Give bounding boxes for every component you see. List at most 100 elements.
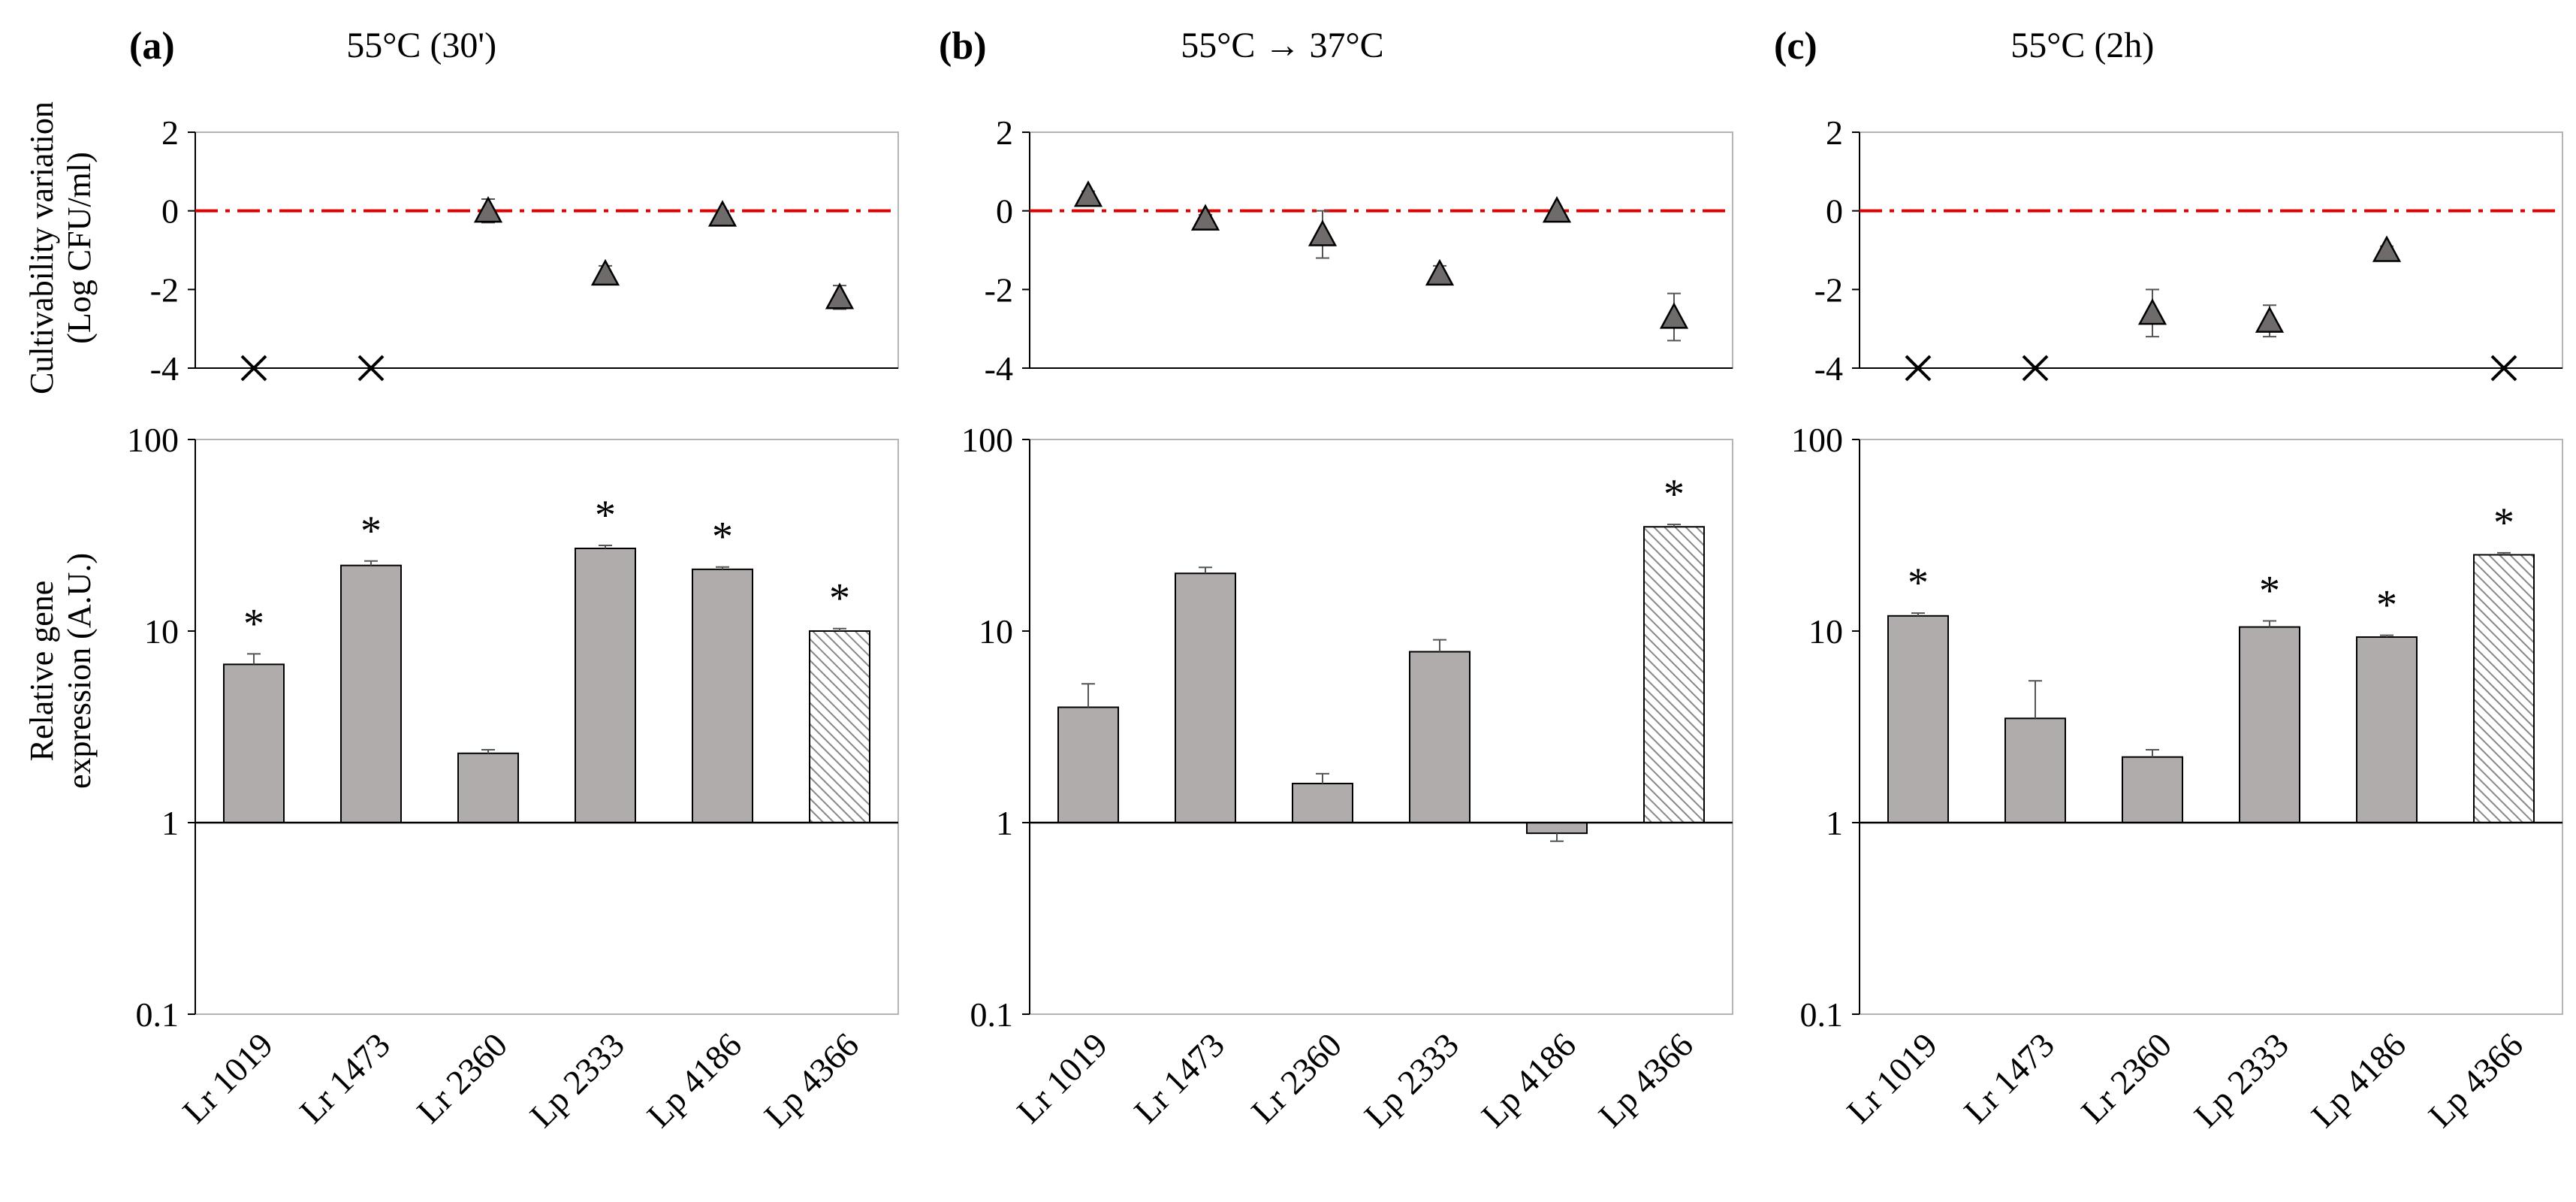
y-axis-title-bottom-line2: expression (A.U.)	[61, 553, 98, 789]
y-axis-title-top-line1: Cultivability variation	[23, 101, 60, 394]
bar	[1526, 822, 1588, 835]
x-tick-label: Lp 4366	[2421, 1025, 2530, 1134]
x-tick-label: Lr 2360	[2074, 1025, 2179, 1131]
bar-group: *	[1643, 471, 1705, 823]
data-point	[1190, 204, 1220, 231]
x-marker-stroke	[2490, 355, 2517, 382]
y-tick-label: 10	[979, 612, 1013, 651]
triangle-marker	[2255, 306, 2285, 333]
bar	[575, 548, 636, 824]
x-tick-label: Lp 2333	[1357, 1025, 1466, 1134]
cultivability-plot: 2 0 -2 -4	[985, 113, 1733, 388]
data-point	[1542, 196, 1572, 223]
bar	[692, 568, 753, 824]
bar-group: *	[340, 508, 402, 823]
y-tick-label: 100	[961, 421, 1013, 459]
triangle-marker	[1659, 302, 1689, 329]
data-point	[1659, 292, 1689, 342]
data-point	[707, 200, 738, 227]
expression-plot: 100 10 1 0.1 * * * * * Lr 1019 Lr 1473 Lr 2360 Lp 23…	[127, 421, 899, 1134]
data-point	[825, 282, 855, 310]
bar-group	[1409, 639, 1470, 823]
significance-star: *	[2259, 567, 2280, 614]
y-axis-title-top-line2: (Log CFU/ml)	[61, 152, 98, 343]
bar	[340, 564, 402, 823]
y-tick-label: 0	[996, 192, 1013, 231]
y-tick-label: -4	[1814, 349, 1843, 388]
data-point	[1073, 180, 1103, 207]
y-axis-title-top: Cultivability variation (Log CFU/ml)	[23, 101, 98, 394]
data-point	[357, 355, 385, 382]
bar-group	[2004, 680, 2066, 823]
bar-group: *	[223, 600, 285, 824]
y-tick-label: 100	[1791, 421, 1843, 459]
hatched-bar	[2473, 554, 2535, 823]
y-tick-label: -4	[150, 349, 179, 388]
triangle-marker	[1073, 180, 1103, 207]
y-tick-label: -2	[985, 270, 1013, 309]
bar	[2239, 626, 2300, 823]
x-marker-stroke	[357, 355, 385, 382]
data-point	[1905, 355, 1932, 382]
significance-star: *	[360, 508, 382, 554]
data-point	[590, 258, 620, 286]
y-tick-label: 0	[161, 192, 179, 231]
bar-group: *	[2356, 582, 2418, 824]
bar	[223, 663, 285, 824]
x-tick-label: Lp 4186	[640, 1025, 749, 1134]
panel-label: (c)	[1774, 25, 1817, 68]
y-tick-label: -2	[1814, 270, 1843, 309]
plot-frame	[195, 439, 899, 1015]
bar-group: *	[2239, 567, 2300, 823]
data-point	[2490, 355, 2517, 382]
triangle-marker	[2372, 235, 2402, 262]
x-tick-label: Lr 2360	[409, 1025, 514, 1131]
triangle-marker	[1190, 204, 1220, 231]
bar-group	[457, 749, 519, 823]
bar-group: *	[575, 492, 636, 824]
y-tick-label: 2	[161, 113, 179, 152]
data-point	[2372, 235, 2402, 262]
triangle-marker	[1542, 196, 1572, 223]
y-tick-label: 1	[996, 804, 1013, 842]
bar-group	[1175, 566, 1236, 823]
significance-star: *	[2376, 582, 2397, 629]
x-marker-stroke	[2022, 355, 2049, 382]
y-tick-label: -2	[150, 270, 179, 309]
plot-frame	[1029, 131, 1733, 369]
significance-star: *	[243, 600, 264, 647]
bar-group	[1526, 822, 1588, 842]
x-tick-label: Lr 1019	[1839, 1025, 1944, 1131]
y-axis-title-bottom-line1: Relative gene	[23, 581, 60, 762]
data-point	[2022, 355, 2049, 382]
x-tick-label: Lr 1019	[175, 1025, 280, 1131]
y-tick-label: 2	[996, 113, 1013, 152]
significance-star: *	[2493, 500, 2514, 546]
panel-a: (a) 55°C (30') 2 0 -2 -4 100 10 1 0.1 * * * * * Lr 1019…	[127, 25, 899, 1134]
y-tick-label: 1	[161, 804, 179, 842]
bar	[1292, 782, 1353, 824]
y-tick-label: 100	[127, 421, 179, 459]
panel-title: 55°C (30')	[346, 26, 496, 65]
hatched-bar	[809, 630, 870, 823]
expression-plot: 100 10 1 0.1 * * * * Lr 1019 Lr 1473 Lr 2360 Lp 233…	[1791, 421, 2563, 1134]
bar-group: *	[1887, 560, 1949, 823]
bar	[2122, 756, 2183, 823]
x-tick-label: Lp 4366	[757, 1025, 866, 1134]
triangle-marker	[1308, 219, 1338, 246]
plot-frame	[1859, 131, 2563, 369]
data-point	[2137, 288, 2167, 338]
significance-star: *	[1908, 560, 1929, 606]
bar-group: *	[809, 575, 870, 823]
triangle-marker	[2137, 298, 2167, 325]
bar	[1057, 706, 1119, 824]
bar	[1409, 651, 1470, 823]
y-tick-label: 2	[1826, 113, 1843, 152]
y-tick-label: -4	[985, 349, 1013, 388]
bar	[457, 752, 519, 823]
plot-frame	[195, 131, 899, 369]
y-tick-label: 0.1	[136, 995, 179, 1034]
plot-frame	[1859, 439, 2563, 1015]
